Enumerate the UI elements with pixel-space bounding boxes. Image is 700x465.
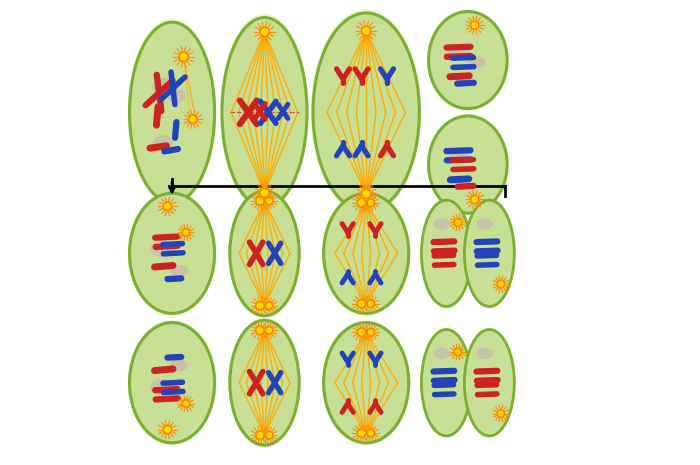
Circle shape — [362, 189, 371, 199]
Circle shape — [256, 431, 264, 439]
Circle shape — [358, 328, 365, 336]
Ellipse shape — [150, 240, 176, 257]
Ellipse shape — [222, 18, 307, 207]
Ellipse shape — [228, 188, 300, 318]
Circle shape — [265, 326, 273, 334]
Ellipse shape — [322, 320, 410, 445]
Circle shape — [454, 348, 461, 356]
Circle shape — [163, 425, 172, 434]
Circle shape — [265, 432, 273, 439]
Ellipse shape — [130, 22, 215, 202]
Ellipse shape — [421, 327, 473, 438]
Ellipse shape — [428, 116, 508, 213]
Circle shape — [163, 202, 172, 211]
Ellipse shape — [463, 327, 515, 438]
Circle shape — [358, 429, 365, 438]
Circle shape — [256, 326, 264, 334]
Ellipse shape — [477, 219, 493, 230]
Ellipse shape — [447, 44, 470, 58]
Ellipse shape — [421, 330, 471, 436]
Circle shape — [367, 329, 374, 336]
Circle shape — [256, 302, 264, 310]
Ellipse shape — [464, 200, 514, 306]
Ellipse shape — [463, 198, 515, 309]
Circle shape — [256, 197, 264, 205]
Circle shape — [260, 188, 269, 198]
Ellipse shape — [427, 10, 509, 111]
Ellipse shape — [152, 78, 178, 96]
Ellipse shape — [311, 9, 421, 216]
Circle shape — [367, 199, 374, 206]
Circle shape — [362, 26, 371, 35]
Ellipse shape — [449, 151, 470, 164]
Ellipse shape — [150, 379, 176, 396]
Ellipse shape — [322, 191, 410, 316]
Ellipse shape — [464, 330, 514, 436]
Ellipse shape — [421, 200, 471, 306]
Ellipse shape — [130, 193, 215, 313]
Ellipse shape — [128, 320, 216, 445]
Circle shape — [182, 400, 190, 407]
Ellipse shape — [313, 13, 419, 212]
Circle shape — [179, 52, 188, 61]
Ellipse shape — [323, 193, 409, 313]
Circle shape — [367, 300, 374, 307]
Circle shape — [265, 197, 273, 205]
Ellipse shape — [433, 348, 450, 359]
Circle shape — [470, 195, 479, 204]
Ellipse shape — [167, 89, 186, 103]
Ellipse shape — [153, 135, 173, 150]
Ellipse shape — [433, 219, 450, 230]
Ellipse shape — [169, 265, 188, 277]
Ellipse shape — [323, 323, 409, 443]
Circle shape — [260, 27, 269, 36]
Ellipse shape — [230, 320, 299, 445]
Ellipse shape — [477, 348, 493, 359]
Circle shape — [358, 299, 365, 308]
Ellipse shape — [230, 191, 299, 316]
Ellipse shape — [467, 56, 485, 68]
Circle shape — [470, 21, 479, 29]
Circle shape — [367, 430, 374, 437]
Ellipse shape — [130, 323, 215, 443]
Ellipse shape — [128, 19, 216, 206]
Circle shape — [189, 115, 197, 123]
Circle shape — [454, 219, 461, 226]
Circle shape — [497, 280, 505, 288]
Ellipse shape — [128, 191, 216, 316]
Circle shape — [497, 410, 505, 417]
Circle shape — [182, 229, 190, 236]
Circle shape — [358, 199, 365, 207]
Circle shape — [265, 302, 273, 309]
Ellipse shape — [169, 359, 188, 371]
Ellipse shape — [421, 198, 473, 309]
Ellipse shape — [220, 14, 309, 211]
Ellipse shape — [228, 318, 300, 448]
Ellipse shape — [428, 12, 508, 109]
Ellipse shape — [427, 114, 509, 215]
